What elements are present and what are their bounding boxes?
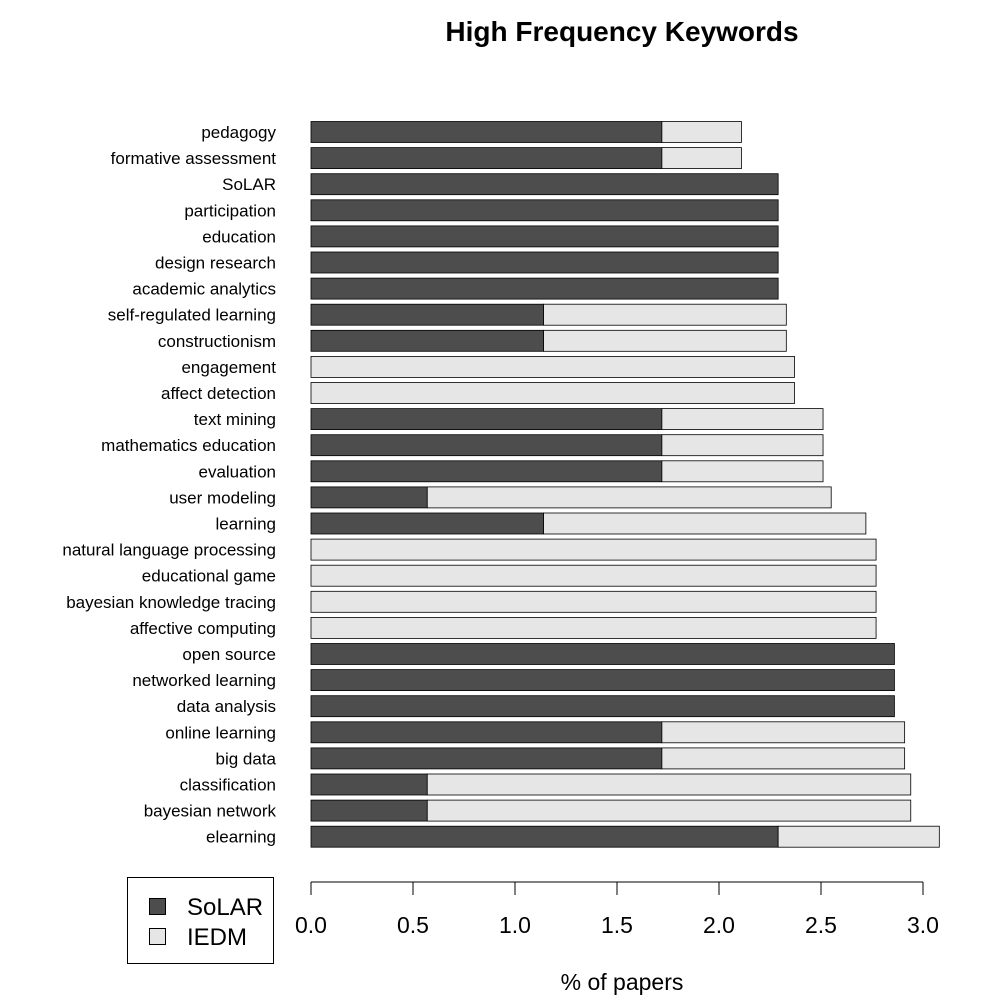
category-label-natural-language-processing: natural language processing [62, 541, 276, 560]
category-label-self-regulated-learning: self-regulated learning [108, 306, 276, 325]
bar-iedm-big-data [661, 747, 906, 770]
bar-solar-constructionism [310, 329, 544, 352]
category-label-affect-detection: affect detection [161, 384, 276, 403]
bar-iedm-classification [426, 773, 912, 796]
x-tick-label-0-5: 0.5 [397, 912, 429, 938]
category-label-learning: learning [216, 515, 277, 534]
bar-iedm-user-modeling [426, 486, 832, 509]
category-label-big-data: big data [216, 749, 277, 768]
category-label-pedagogy: pedagogy [201, 123, 276, 142]
bar-iedm-engagement [310, 355, 795, 378]
bar-solar-learning [310, 512, 544, 535]
bar-solar-data-analysis [310, 695, 895, 718]
category-label-solar: SoLAR [222, 175, 276, 194]
category-label-user-modeling: user modeling [169, 488, 276, 507]
chart-title: High Frequency Keywords [445, 16, 798, 47]
category-label-academic-analytics: academic analytics [132, 280, 276, 299]
bar-iedm-formative-assessment [661, 147, 742, 170]
bar-iedm-bayesian-network [426, 799, 912, 822]
category-label-engagement: engagement [181, 358, 276, 377]
bar-solar-design-research [310, 251, 779, 274]
bar-iedm-mathematics-education [661, 434, 824, 457]
x-tick-label-0-0: 0.0 [295, 912, 327, 938]
bar-solar-elearning [310, 825, 779, 848]
x-axis-label: % of papers [561, 969, 684, 995]
x-tick-label-1-0: 1.0 [499, 912, 531, 938]
category-label-education: education [202, 227, 276, 246]
legend-box [127, 877, 274, 964]
category-label-bayesian-knowledge-tracing: bayesian knowledge tracing [66, 593, 276, 612]
bar-solar-evaluation [310, 460, 663, 483]
category-label-online-learning: online learning [165, 723, 276, 742]
bar-iedm-pedagogy [661, 121, 742, 143]
legend-label-iedm: IEDM [187, 924, 247, 951]
category-label-affective-computing: affective computing [130, 619, 276, 638]
bar-iedm-educational-game [310, 564, 877, 587]
bar-solar-formative-assessment [310, 147, 663, 170]
bar-iedm-elearning [777, 825, 940, 848]
category-labels: pedagogy formative assessment SoLAR partici… [62, 123, 276, 847]
bar-iedm-affect-detection [310, 382, 795, 404]
category-label-classification: classification [180, 776, 276, 795]
bar-iedm-learning [543, 512, 867, 535]
bar-solar-big-data [310, 747, 663, 770]
bar-solar-mathematics-education [310, 434, 663, 457]
legend-swatch-iedm [149, 928, 166, 945]
bar-solar-pedagogy [310, 121, 663, 143]
legend-label-solar: SoLAR [187, 894, 263, 921]
category-label-educational-game: educational game [142, 567, 276, 586]
category-label-formative-assessment: formative assessment [111, 149, 277, 168]
x-tick-label-2-5: 2.5 [805, 912, 837, 938]
category-label-bayesian-network: bayesian network [144, 802, 277, 821]
bar-iedm-text-mining [661, 408, 824, 431]
legend-swatch-solar [149, 898, 166, 915]
bar-iedm-self-regulated-learning [543, 303, 787, 326]
category-label-open-source: open source [182, 645, 276, 664]
bar-solar-classification [310, 773, 428, 796]
bar-solar-user-modeling [310, 486, 428, 509]
x-tick-label-2-0: 2.0 [703, 912, 735, 938]
bar-solar-text-mining [310, 408, 663, 431]
bar-solar-online-learning [310, 721, 663, 744]
bar-solar-open-source [310, 643, 895, 665]
bar-iedm-online-learning [661, 721, 906, 744]
bar-solar-self-regulated-learning [310, 303, 544, 326]
legend: SoLAR IEDM [127, 877, 274, 964]
category-label-constructionism: constructionism [158, 332, 276, 351]
category-label-networked-learning: networked learning [132, 671, 276, 690]
category-label-participation: participation [184, 201, 276, 220]
category-label-design-research: design research [155, 254, 276, 273]
bar-solar-participation [310, 199, 779, 222]
bar-iedm-natural-language-processing [310, 538, 877, 561]
category-label-elearning: elearning [206, 828, 276, 847]
bar-solar-academic-analytics [310, 277, 779, 300]
x-tick-label-1-5: 1.5 [601, 912, 633, 938]
category-label-mathematics-education: mathematics education [101, 436, 276, 455]
bar-iedm-bayesian-knowledge-tracing [310, 590, 877, 613]
category-label-text-mining: text mining [194, 410, 276, 429]
bar-iedm-affective-computing [310, 617, 877, 639]
category-label-evaluation: evaluation [198, 462, 276, 481]
x-tick-label-3-0: 3.0 [907, 912, 939, 938]
bars [310, 121, 940, 848]
category-label-data-analysis: data analysis [177, 697, 276, 716]
bar-iedm-constructionism [543, 329, 787, 352]
bar-iedm-evaluation [661, 460, 824, 483]
bar-solar-solar [310, 173, 779, 196]
bar-solar-networked-learning [310, 669, 895, 691]
bar-solar-education [310, 225, 779, 248]
x-axis: 0.0 0.5 1.0 1.5 2.0 2.5 3.0 [295, 881, 939, 938]
bar-solar-bayesian-network [310, 799, 428, 822]
